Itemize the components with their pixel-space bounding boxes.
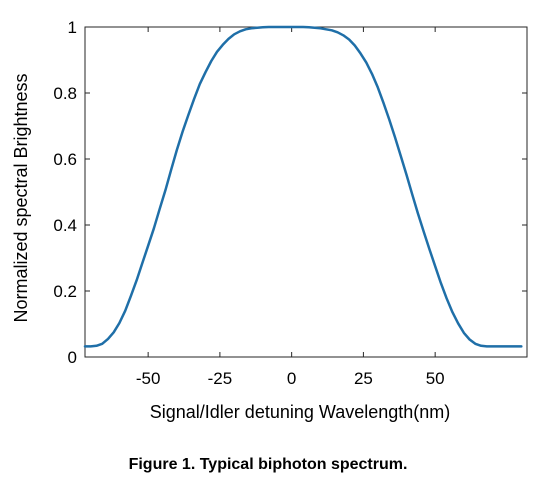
x-tick-label: 0: [287, 369, 296, 388]
plot-frame: [84, 26, 528, 358]
y-tick-label: 1: [68, 18, 77, 37]
x-axis-label: Signal/Idler detuning Wavelength(nm): [150, 402, 451, 422]
y-tick-label: 0.2: [53, 282, 77, 301]
x-tick-label: 50: [426, 369, 445, 388]
figure-caption: Figure 1. Typical biphoton spectrum.: [128, 456, 408, 473]
x-tick-label: 25: [354, 369, 373, 388]
x-tick-label: -50: [136, 369, 161, 388]
y-tick-label: 0.4: [53, 216, 77, 235]
x-tick-label: -25: [208, 369, 233, 388]
axes: [84, 26, 528, 358]
y-axis-label: Normalized spectral Brightness: [11, 73, 31, 322]
y-tick-label: 0.8: [53, 84, 77, 103]
series: [83, 25, 523, 348]
ticks: -50 -25 0 25 50 0 0.2 0.4 0.6 0.8 1: [53, 18, 527, 388]
y-tick-label: 0: [68, 348, 77, 367]
y-tick-label: 0.6: [53, 150, 77, 169]
series-line-0: [83, 25, 523, 348]
